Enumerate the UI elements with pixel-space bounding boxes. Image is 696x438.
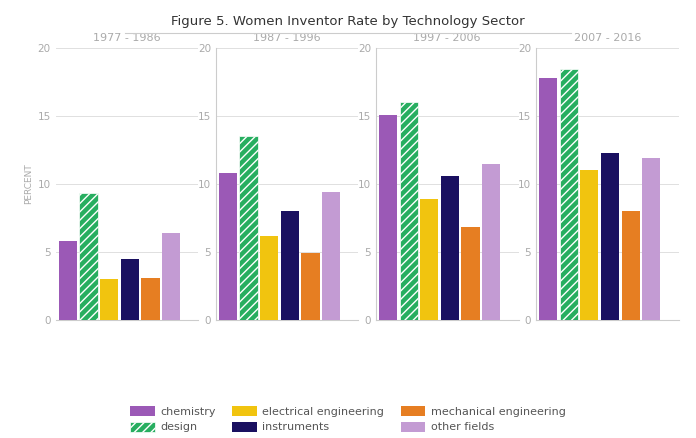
Bar	[239, 136, 258, 320]
Bar	[120, 258, 139, 320]
Bar	[260, 236, 278, 320]
Bar	[79, 194, 97, 320]
Title: 1997 - 2006: 1997 - 2006	[413, 33, 481, 43]
Title: 2007 - 2016: 2007 - 2016	[574, 33, 641, 43]
Bar	[461, 227, 480, 320]
Bar	[482, 163, 500, 320]
Bar	[219, 173, 237, 320]
Bar	[280, 211, 299, 320]
Legend: chemistry, design, electrical engineering, instruments, mechanical engineering, : chemistry, design, electrical engineerin…	[130, 406, 566, 432]
Bar	[601, 153, 619, 320]
Y-axis label: PERCENT: PERCENT	[24, 163, 33, 205]
Bar	[58, 241, 77, 320]
Bar	[622, 211, 640, 320]
Bar	[379, 115, 397, 320]
Bar	[162, 233, 180, 320]
Bar	[141, 278, 159, 320]
Bar	[420, 199, 438, 320]
Title: 1987 - 1996: 1987 - 1996	[253, 33, 321, 43]
Text: Figure 5. Women Inventor Rate by Technology Sector: Figure 5. Women Inventor Rate by Technol…	[171, 15, 525, 28]
Bar	[642, 158, 661, 320]
Bar	[441, 176, 459, 320]
Bar	[539, 78, 557, 320]
Bar	[301, 253, 319, 320]
Title: 1977 - 1986: 1977 - 1986	[93, 33, 161, 43]
Bar	[580, 170, 599, 320]
Bar	[100, 279, 118, 320]
Bar	[400, 102, 418, 320]
Bar	[322, 192, 340, 320]
Bar	[560, 68, 578, 320]
